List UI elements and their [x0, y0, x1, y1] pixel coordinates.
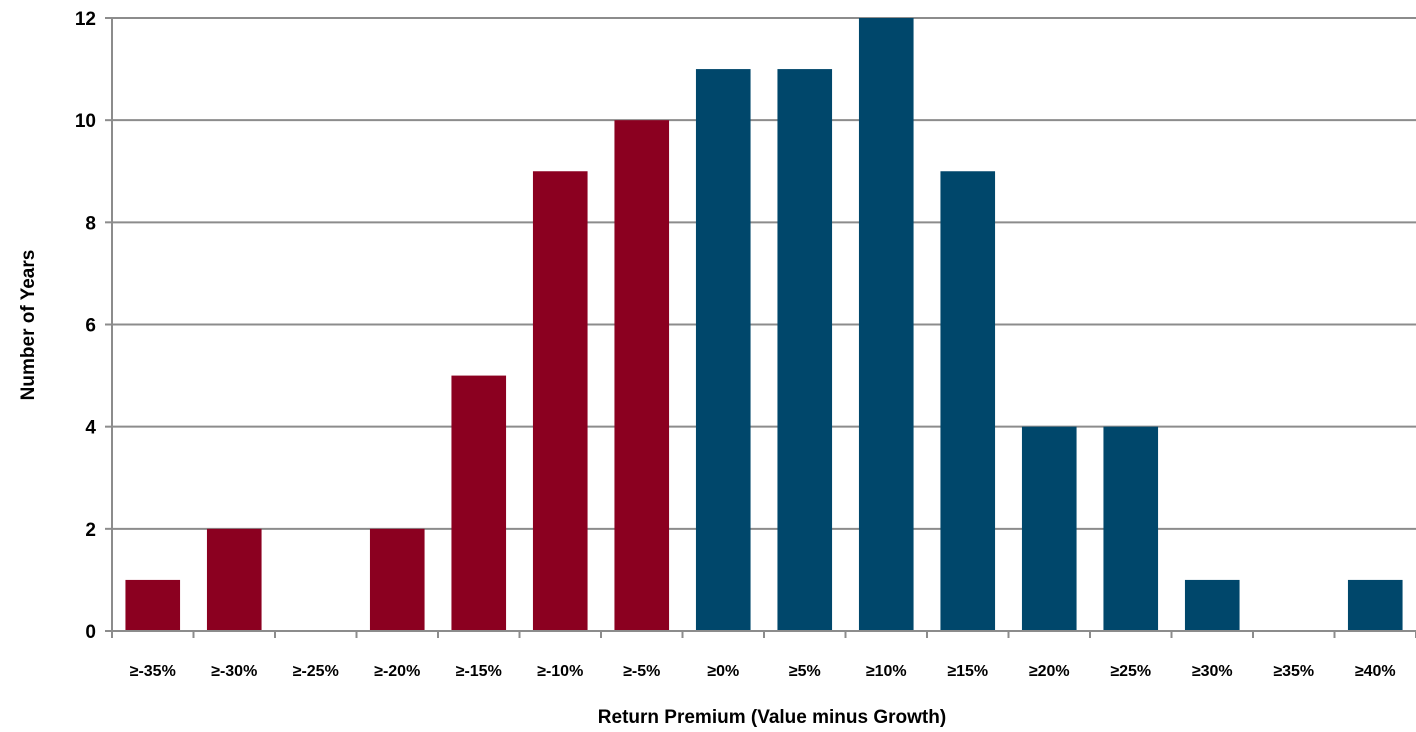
x-tick-label: ≥10%	[866, 663, 907, 680]
bar-12	[1021, 426, 1077, 631]
x-tick-label: ≥-30%	[211, 663, 257, 680]
bar-1	[125, 579, 181, 631]
x-tick-label: ≥-20%	[374, 663, 420, 680]
y-tick-label: 2	[85, 520, 96, 541]
bar-2	[206, 528, 262, 631]
x-tick-label: ≥0%	[707, 663, 739, 680]
bar-10	[858, 18, 914, 631]
x-tick-label: ≥25%	[1110, 663, 1151, 680]
bar-11	[940, 171, 996, 631]
x-tick-label: ≥35%	[1273, 663, 1314, 680]
x-tick-label: ≥-15%	[456, 663, 502, 680]
bar-16	[1347, 579, 1403, 631]
bar-14	[1184, 579, 1240, 631]
y-tick-label: 4	[85, 418, 96, 439]
gridlines	[112, 17, 1416, 530]
bar-4	[369, 528, 425, 631]
x-tick-label: ≥-10%	[537, 663, 583, 680]
x-tick-label: ≥-5%	[623, 663, 660, 680]
y-tick-labels: 0 2 4 6 8 10 12	[75, 9, 97, 643]
x-tick-label: ≥-35%	[130, 663, 176, 680]
x-tick-label: ≥20%	[1029, 663, 1070, 680]
x-tick-labels: ≥-35% ≥-30% ≥-25% ≥-20% ≥-15% ≥-10% ≥-5% ≥0% ≥5%…	[130, 663, 1396, 680]
bar-8	[695, 69, 751, 631]
y-tick-label: 8	[85, 213, 96, 234]
bar-6	[532, 171, 588, 631]
y-tick-label: 0	[85, 622, 96, 643]
y-tick-label: 6	[85, 316, 96, 337]
bars	[125, 18, 1403, 632]
bar-9	[777, 69, 833, 631]
x-tick-label: ≥40%	[1355, 663, 1396, 680]
bar-7	[614, 120, 670, 632]
x-tick-label: ≥30%	[1192, 663, 1233, 680]
x-tick-label: ≥-25%	[293, 663, 339, 680]
y-tick-label: 10	[75, 111, 96, 132]
axes	[105, 17, 1416, 638]
bar-13	[1103, 426, 1159, 631]
bar-5	[451, 375, 507, 631]
x-tick-label: ≥15%	[947, 663, 988, 680]
x-axis-title: Return Premium (Value minus Growth)	[598, 707, 946, 728]
y-tick-label: 12	[75, 9, 96, 30]
y-axis-title: Number of Years	[18, 250, 39, 401]
x-tick-label: ≥5%	[789, 663, 821, 680]
